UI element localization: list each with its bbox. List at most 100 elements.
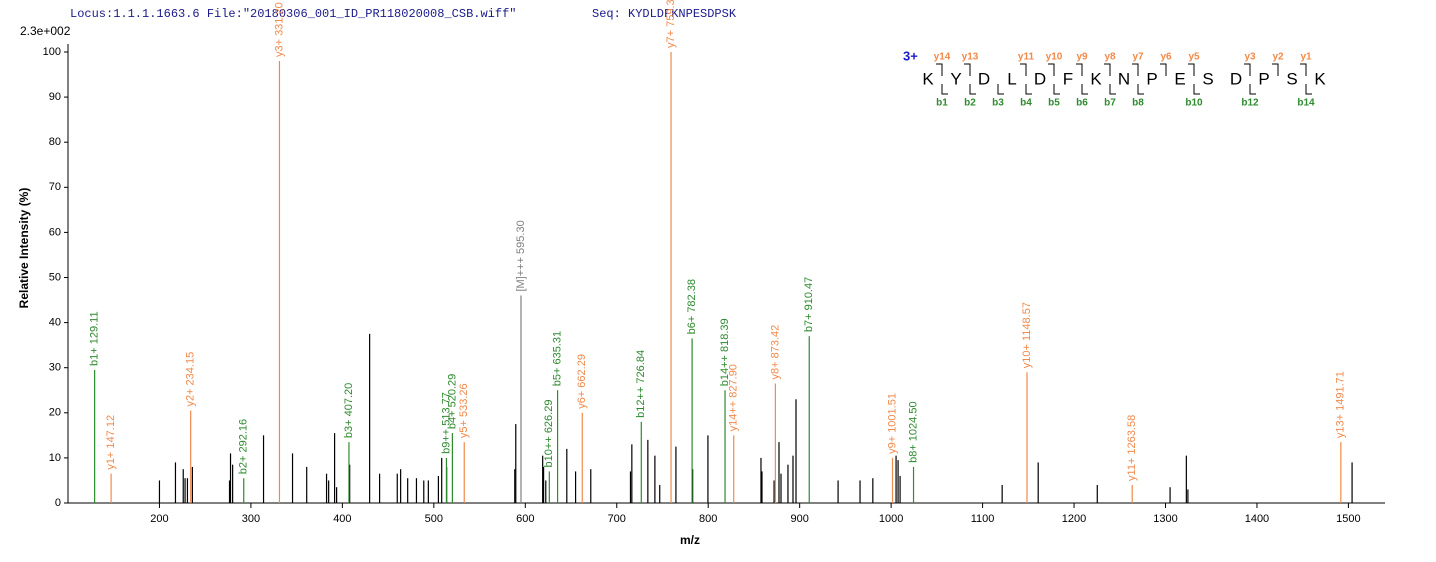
y-bracket [1244,63,1251,76]
peak-label: b7+ 910.47 [803,277,815,332]
residue: K [1090,69,1102,88]
x-tick-label: 500 [425,513,443,525]
y-bracket [1020,63,1027,76]
y-tick-label: 90 [49,91,61,103]
peak-label: y9+ 1001.51 [886,393,898,454]
b-ion-label: b6 [1076,98,1088,109]
y-tick-label: 50 [49,271,61,283]
residue: D [978,69,990,88]
y-tick-label: 0 [55,497,61,509]
y-bracket [1104,63,1111,76]
residue: D [1034,69,1046,88]
y-ion-label: y8 [1104,52,1116,63]
peak-label: b10++ 626.29 [543,400,555,468]
x-tick-label: 1200 [1062,513,1086,525]
x-tick-label: 1500 [1336,513,1360,525]
x-tick-label: 1300 [1153,513,1177,525]
b-bracket [1025,84,1032,95]
y-bracket [964,63,971,76]
y-bracket [1076,63,1083,76]
peak-label: b9++ 513.77 [440,392,452,454]
y-tick-label: 40 [49,317,61,329]
x-tick-label: 600 [516,513,534,525]
b-ion-label: b8 [1132,98,1144,109]
y-ion-label: y11 [1018,52,1035,63]
y-ion-label: y14 [934,52,951,63]
b-bracket [1193,84,1200,95]
b-bracket [969,84,976,95]
y-bracket [1272,63,1279,76]
peak-label: b3+ 407.20 [343,383,355,438]
y-bracket [1188,63,1195,76]
residue: S [1286,69,1297,88]
b-ion-label: b1 [936,98,948,109]
y-tick-label: 80 [49,136,61,148]
charge: 3+ [903,48,918,63]
x-tick-label: 200 [150,513,168,525]
b-bracket [1109,84,1116,95]
residue: L [1007,69,1016,88]
b-ion-label: b10 [1185,98,1203,109]
y-ion-label: y13 [962,52,979,63]
b-ion-label: b3 [992,98,1004,109]
y-bracket [1300,63,1307,76]
y-bracket [936,63,943,76]
peak-label: y1+ 147.12 [105,415,117,470]
peak-label: y5+ 533.26 [458,383,470,438]
b-bracket [1081,84,1088,95]
peak-label: y10+ 1148.57 [1021,302,1033,368]
y-axis-label: Relative Intensity (%) [17,188,31,309]
y-ion-label: y3 [1244,52,1256,63]
b-ion-label: b5 [1048,98,1060,109]
b-ion-label: b4 [1020,98,1032,109]
y-tick-label: 10 [49,452,61,464]
peak-label: y11+ 1263.58 [1126,415,1138,481]
peak-label: b14++ 818.39 [719,318,731,386]
y-tick-label: 20 [49,407,61,419]
residue: P [1146,69,1157,88]
b-bracket [1305,84,1312,95]
peak-label: y8+ 873.42 [769,325,781,380]
b-bracket [1249,84,1256,95]
x-tick-label: 1100 [971,513,995,525]
y-bracket [1132,63,1139,76]
x-tick-label: 1000 [879,513,903,525]
b-ion-label: b14 [1297,98,1315,109]
y-ion-label: y2 [1272,52,1284,63]
peak-label: b4+ 520.29 [446,374,458,429]
x-tick-label: 700 [608,513,626,525]
residue: N [1118,69,1130,88]
peak-label: y7+ 759.36 [665,0,677,48]
x-tick-label: 300 [242,513,260,525]
y-ion-label: y7 [1132,52,1144,63]
y-tick-label: 30 [49,362,61,374]
residue: Y [950,69,961,88]
y-ion-label: y9 [1076,52,1088,63]
y-tick-label: 60 [49,226,61,238]
y-bracket [1160,63,1167,76]
header-seq: Seq: KYDLDFKNPESDPSK [592,7,737,21]
b-bracket [997,84,1004,95]
peak-label: b12++ 726.84 [635,350,647,418]
y-ion-label: y5 [1188,52,1200,63]
peak-label: [M]+++ 595.30 [515,220,527,291]
y-ion-label: y1 [1300,52,1312,63]
peak-label: b2+ 292.16 [238,419,250,474]
b-bracket [941,84,948,95]
residue: E [1174,69,1185,88]
b-ion-label: b7 [1104,98,1116,109]
x-tick-label: 400 [333,513,351,525]
peak-label: b6+ 782.38 [686,279,698,334]
x-tick-label: 1400 [1245,513,1269,525]
peak-label: b1+ 129.11 [89,311,101,366]
b-bracket [1137,84,1144,95]
peak-label: y13+ 1491.71 [1335,371,1347,438]
header-locus: Locus:1.1.1.1663.6 File:"20180306_001_ID… [70,7,516,21]
x-tick-label: 900 [790,513,808,525]
residue: P [1258,69,1269,88]
y-bracket [1048,63,1055,76]
peak-label: y14++ 827.90 [728,364,740,431]
b-bracket [1053,84,1060,95]
y-tick-label: 100 [43,46,61,58]
